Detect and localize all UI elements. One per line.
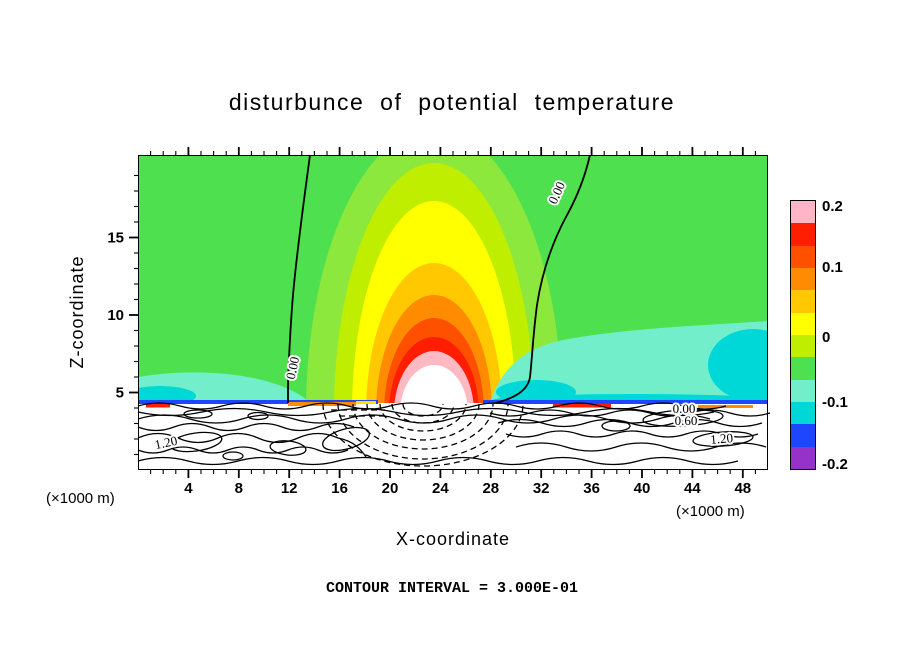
- colorbar-band: [791, 401, 815, 425]
- dashed-negative-contours: [322, 403, 524, 467]
- x-tick-label: 8: [235, 480, 243, 497]
- colorbar-label-02: 0.2: [822, 198, 843, 215]
- cool-regions: [138, 321, 768, 403]
- colorbar: [790, 200, 816, 470]
- plot-area: 0.00 0.00 1.20 0.00 0.60 1.20 4 8 12 16 …: [107, 147, 771, 497]
- colorbar-band: [791, 290, 815, 313]
- colorbar-band: [791, 357, 815, 380]
- x-axis-unit: (×1000 m): [676, 503, 745, 520]
- x-tick-label: 48: [734, 480, 751, 497]
- x-tick-label: 44: [684, 480, 701, 497]
- colorbar-band: [791, 379, 815, 402]
- contour-label-000-upper-left: 0.00: [283, 355, 302, 380]
- x-axis-title: X-coordinate: [395, 529, 511, 549]
- colorbar-band: [791, 201, 815, 224]
- contour-label-120-right: 1.20: [710, 430, 734, 447]
- x-tick-labels: 4 8 12 16 20 24 28 32 36 40 44 48: [184, 480, 751, 497]
- warm-plume: [306, 155, 562, 403]
- colorbar-band: [791, 223, 815, 246]
- plot-svg: 0.00 0.00 1.20 0.00 0.60 1.20 4 8 12 16 …: [107, 147, 771, 497]
- contour-label-120-left: 1.20: [153, 433, 178, 452]
- x-tick-label: 32: [533, 480, 550, 497]
- x-tick-label: 20: [382, 480, 399, 497]
- x-tick-label: 36: [583, 480, 600, 497]
- x-tick-label: 28: [482, 480, 499, 497]
- colorbar-label-01: 0.1: [822, 259, 843, 276]
- plot-frame: [138, 155, 768, 470]
- y-axis-unit: (×1000 m): [46, 490, 115, 507]
- x-tick-label: 12: [281, 480, 298, 497]
- y-tick-label: 5: [116, 385, 124, 402]
- colorbar-band: [791, 446, 815, 469]
- mixed-layer-contours: [137, 402, 771, 466]
- y-tick-labels: 5 10 15: [107, 230, 124, 402]
- filled-contour-field: [138, 155, 768, 403]
- x-tick-label: 16: [331, 480, 348, 497]
- x-tick-label: 4: [184, 480, 193, 497]
- contour-label-060-right: 0.60: [675, 413, 698, 428]
- colorbar-band: [791, 424, 815, 447]
- colorbar-band: [791, 334, 815, 358]
- y-tick-label: 10: [107, 307, 124, 324]
- contour-interval-note: CONTOUR INTERVAL = 3.000E-01: [325, 580, 579, 597]
- x-tick-label: 40: [634, 480, 651, 497]
- chart-title: disturbunce of potential temperature: [228, 89, 676, 115]
- colorbar-label-0: 0: [822, 329, 831, 346]
- colorbar-band: [791, 312, 815, 335]
- x-tick-label: 24: [432, 480, 449, 497]
- colorbar-bands: [791, 201, 815, 469]
- contour-label-000-right: 0.00: [673, 401, 696, 416]
- colorbar-label-m02: -0.2: [822, 456, 848, 473]
- colorbar-band: [791, 267, 815, 291]
- zero-contour-lines: [287, 154, 591, 404]
- y-tick-label: 15: [107, 230, 124, 247]
- y-axis-title: Z-coordinate: [67, 255, 87, 369]
- colorbar-band: [791, 245, 815, 268]
- axis-ticks: [129, 147, 756, 478]
- colorbar-label-m01: -0.1: [822, 394, 848, 411]
